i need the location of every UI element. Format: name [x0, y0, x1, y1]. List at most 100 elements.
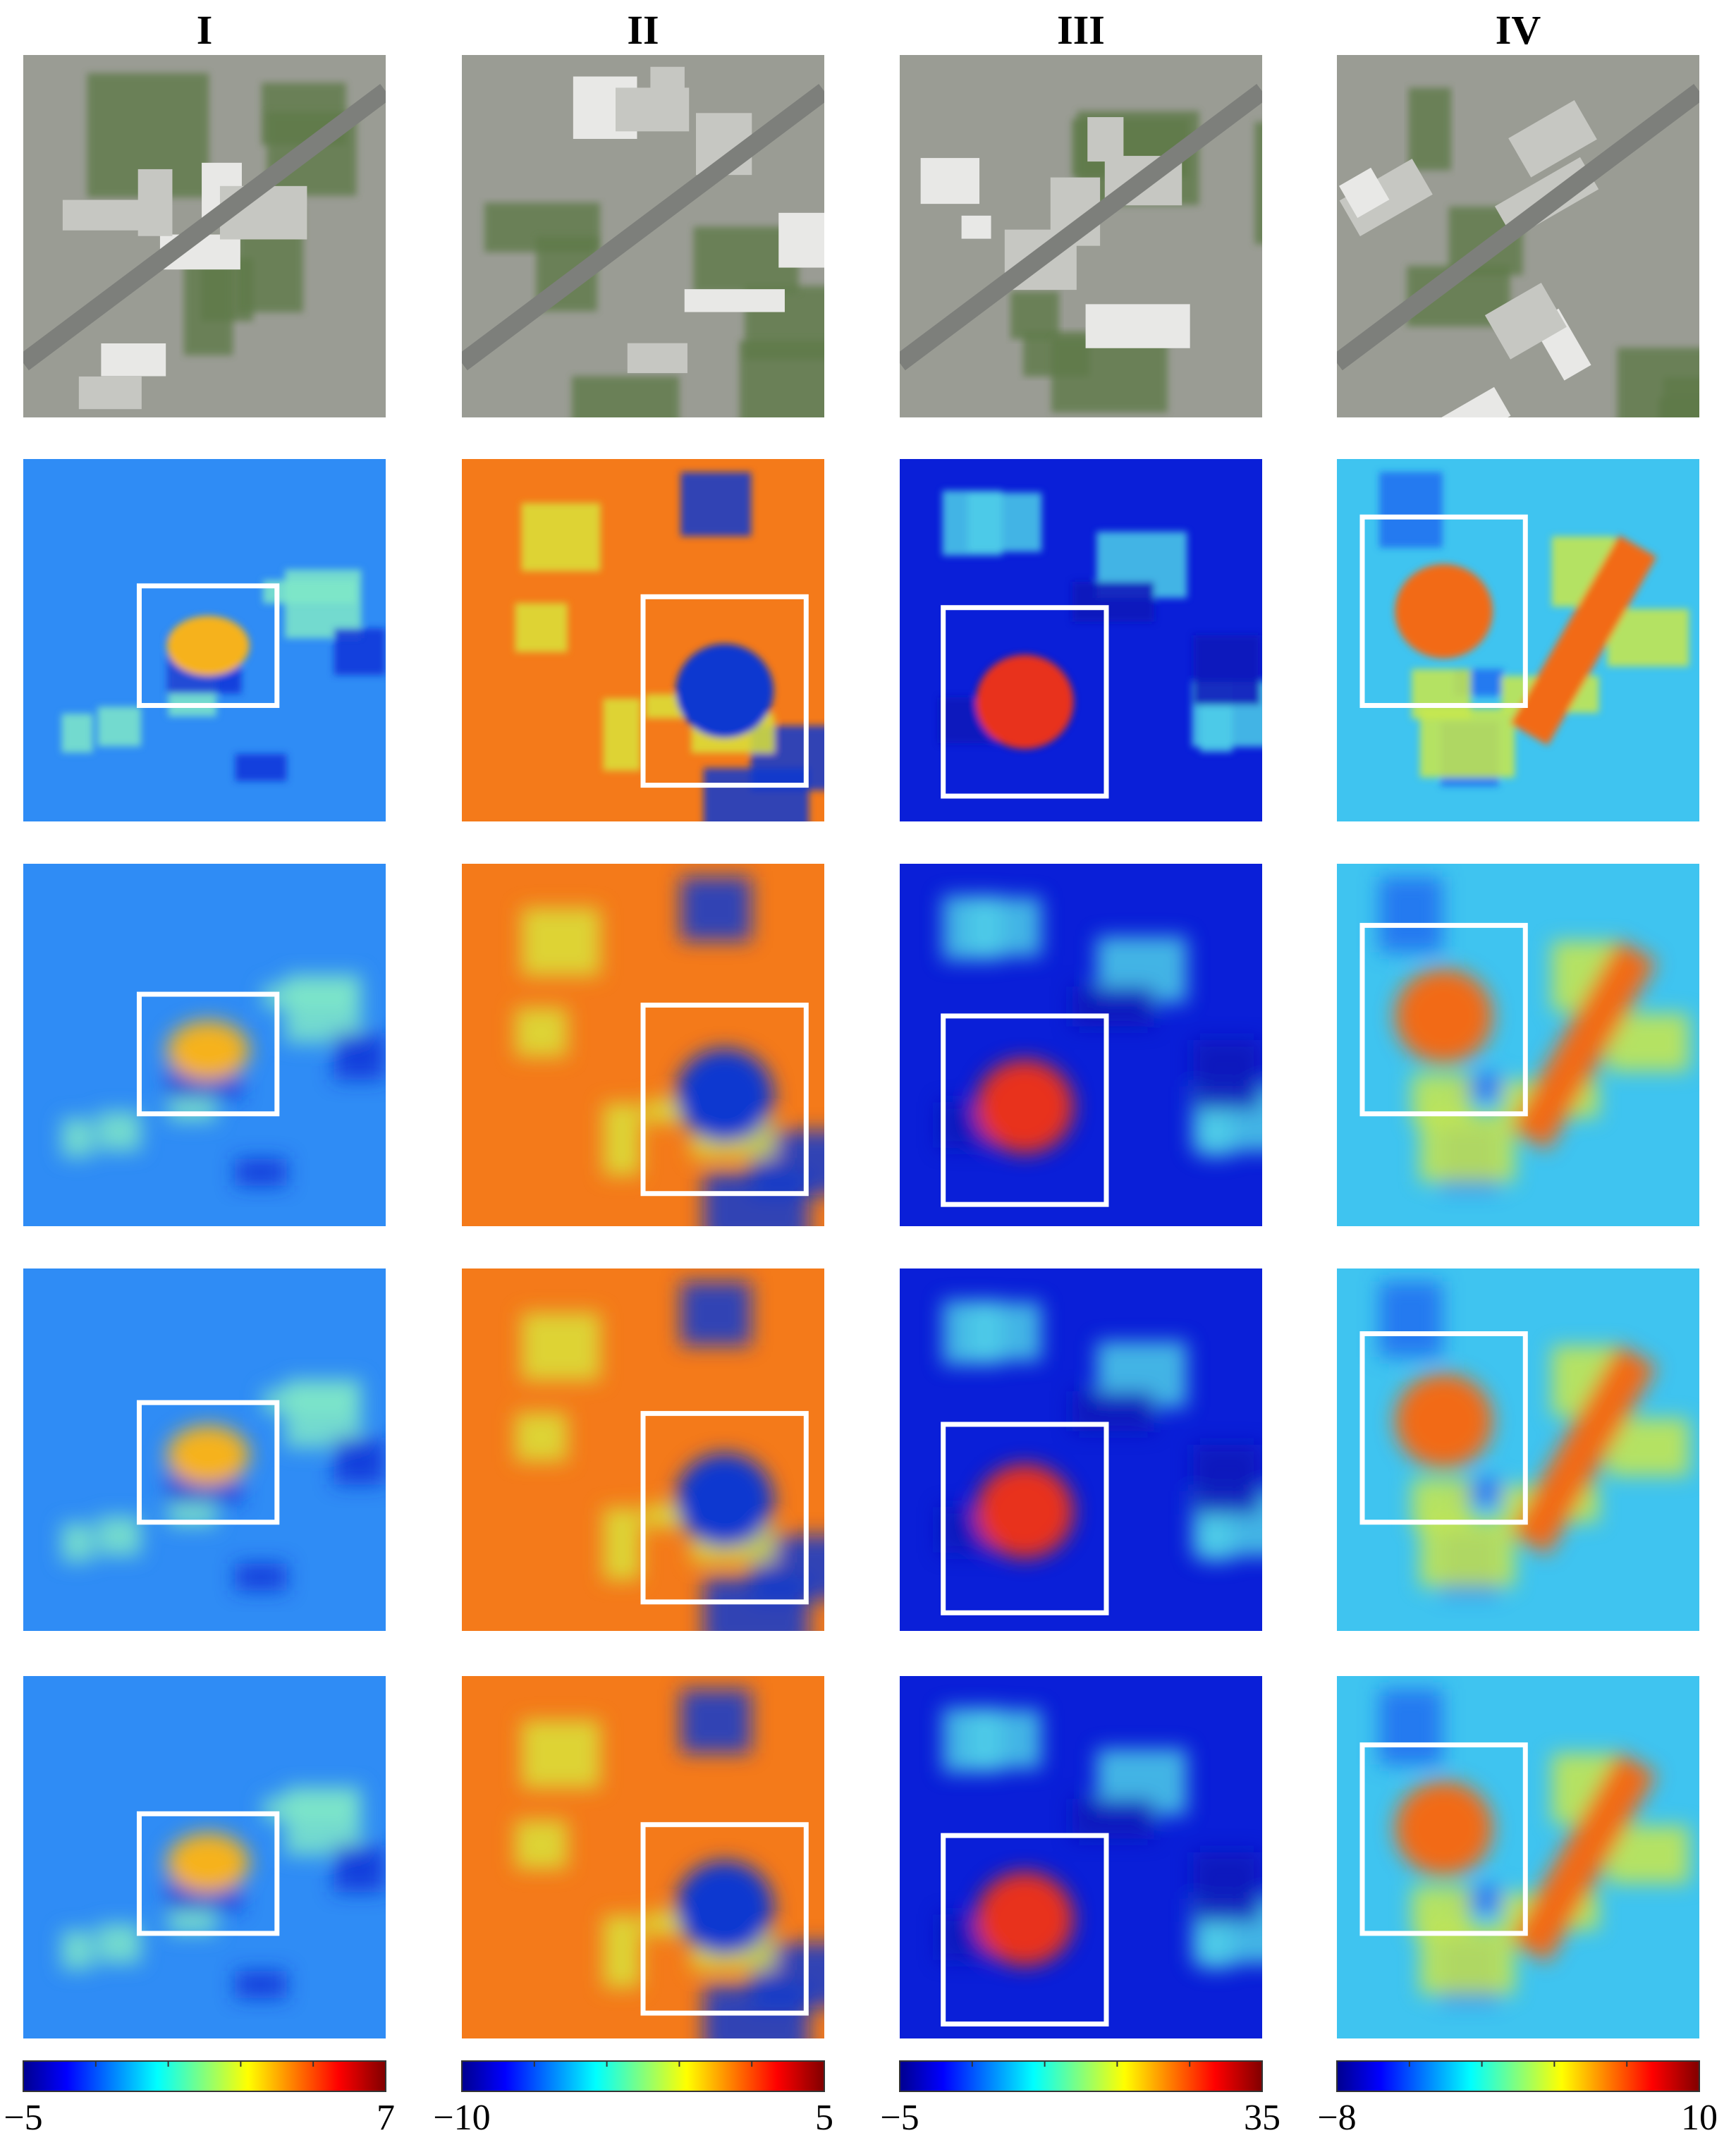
structure [61, 714, 93, 753]
height-map [462, 1676, 824, 2038]
vegetation [1010, 291, 1059, 339]
height-map [23, 1676, 386, 2038]
highlight-box [941, 1013, 1109, 1207]
structure [1379, 1281, 1443, 1357]
height-map [1337, 459, 1699, 821]
structure [680, 876, 752, 941]
structure [515, 1008, 568, 1057]
structure [942, 1300, 1003, 1365]
vegetation [739, 341, 824, 417]
feature [1395, 969, 1493, 1063]
height-map [462, 459, 824, 821]
structures [1379, 1689, 1689, 2004]
building [920, 158, 980, 204]
highlight-box [136, 583, 280, 709]
colorbar-max: 35 [1244, 2098, 1280, 2138]
structures [939, 895, 1262, 1157]
feature [1395, 1374, 1493, 1468]
structure [97, 1516, 141, 1556]
building [1087, 117, 1124, 162]
structure [61, 1931, 93, 1970]
height-map [900, 1676, 1262, 2038]
structures [515, 876, 824, 1226]
building [101, 343, 166, 377]
feature [975, 1059, 1074, 1154]
colorbar-min: −5 [880, 2098, 919, 2138]
structure [1419, 1113, 1515, 1182]
feature [676, 1453, 774, 1548]
colorbar [23, 2060, 386, 2092]
structures [1379, 1281, 1689, 1596]
road [23, 84, 386, 371]
structure [1379, 876, 1443, 953]
structure [334, 1845, 386, 1893]
vegetation [1408, 87, 1452, 171]
feature [1510, 535, 1657, 745]
vegetation [1051, 338, 1168, 413]
structure [97, 1111, 141, 1151]
feature [166, 1425, 250, 1486]
structure [680, 1281, 752, 1346]
structure [285, 974, 362, 1044]
structure [235, 1563, 287, 1591]
height-map [462, 864, 824, 1226]
structure [1072, 1799, 1154, 1839]
structure [334, 628, 386, 675]
structure [235, 1971, 287, 1998]
road [462, 84, 824, 371]
colorbar-min: −5 [4, 2098, 42, 2138]
structure [680, 1689, 752, 1754]
height-map [900, 864, 1262, 1226]
structure [680, 472, 752, 537]
feature [166, 616, 250, 676]
colorbar [899, 2060, 1263, 2092]
feature [1510, 1752, 1657, 1962]
feature [166, 1020, 250, 1081]
road [900, 84, 1262, 371]
highlight-box [136, 1811, 280, 1936]
structure [1419, 1925, 1515, 1995]
column-header: II [627, 7, 659, 53]
highlight-box [640, 1002, 809, 1197]
structures [515, 1281, 824, 1631]
aerial-image [462, 55, 824, 417]
height-map [462, 1268, 824, 1631]
highlight-box [640, 594, 809, 788]
highlight-box [136, 1400, 280, 1525]
structures [61, 1786, 386, 1998]
height-map [1337, 1676, 1699, 2038]
structure [1193, 635, 1261, 705]
highlight-box [1359, 922, 1528, 1117]
structure [285, 569, 362, 639]
feature [676, 1049, 774, 1143]
structure [235, 754, 287, 781]
building [1508, 100, 1597, 178]
structures [515, 472, 824, 821]
structure [942, 1707, 1003, 1773]
building [684, 289, 785, 312]
building [615, 87, 690, 132]
structures [1379, 472, 1689, 787]
structure [97, 1924, 141, 1964]
feature [975, 1871, 1074, 1967]
structure [703, 768, 809, 821]
structures [61, 974, 386, 1186]
feature [975, 1464, 1074, 1559]
structures [61, 569, 386, 781]
highlight-box [941, 1422, 1109, 1615]
structure [515, 603, 568, 652]
structures [61, 1378, 386, 1591]
aerial-image [900, 55, 1262, 417]
structure [1419, 708, 1515, 778]
structure [1379, 1689, 1443, 1765]
structure [521, 907, 601, 977]
structure [97, 707, 141, 747]
building [78, 376, 142, 410]
vegetation [1254, 122, 1262, 245]
feature [1395, 1781, 1493, 1876]
structure [1193, 1039, 1261, 1110]
highlight-box [136, 991, 280, 1117]
building [1085, 304, 1190, 348]
structure [603, 1508, 641, 1581]
